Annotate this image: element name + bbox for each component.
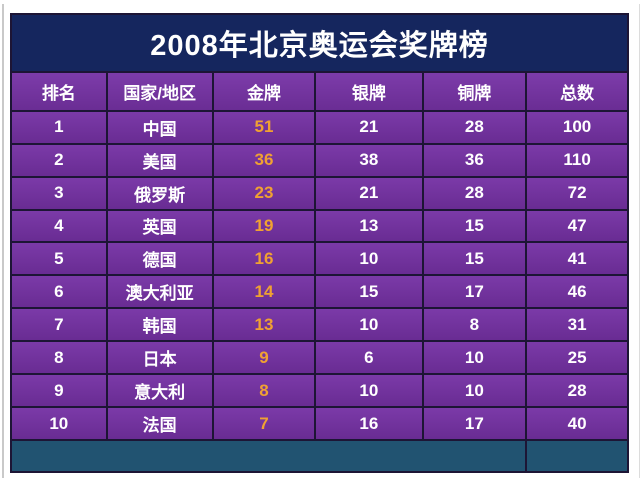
- cell-silver: 16: [314, 406, 424, 442]
- cell-bronze: 15: [421, 241, 528, 277]
- cell-silver: 38: [314, 142, 424, 178]
- column-header-silver: 银牌: [314, 71, 424, 112]
- cell-total: 72: [525, 175, 629, 211]
- cell-rank: 6: [10, 274, 108, 310]
- cell-bronze: 17: [421, 274, 528, 310]
- cell-silver: 13: [314, 208, 424, 244]
- cell-bronze: 36: [421, 142, 528, 178]
- cell-gold: 14: [211, 274, 317, 310]
- cell-total: 41: [525, 241, 629, 277]
- table-row: 3 俄罗斯 23 21 28 72: [10, 175, 629, 211]
- column-header-country: 国家/地区: [105, 71, 214, 112]
- cell-gold: 36: [211, 142, 317, 178]
- medal-rows: 1 中国 51 21 28 100 2 美国 36 38 36 110 3 俄罗…: [10, 109, 629, 442]
- cell-silver: 21: [314, 109, 424, 145]
- footer-cell-last: [525, 439, 629, 473]
- title-row: 2008年北京奥运会奖牌榜: [10, 12, 629, 74]
- cell-country: 澳大利亚: [105, 274, 214, 310]
- cell-bronze: 10: [421, 373, 528, 409]
- cell-country: 意大利: [105, 373, 214, 409]
- cell-total: 110: [525, 142, 629, 178]
- cell-rank: 1: [10, 109, 108, 145]
- cell-total: 31: [525, 307, 629, 343]
- cell-gold: 16: [211, 241, 317, 277]
- cell-rank: 2: [10, 142, 108, 178]
- cell-gold: 8: [211, 373, 317, 409]
- cell-country: 韩国: [105, 307, 214, 343]
- cell-country: 中国: [105, 109, 214, 145]
- cell-rank: 9: [10, 373, 108, 409]
- header-row: 排名 国家/地区 金牌 银牌 铜牌 总数: [10, 71, 629, 112]
- cell-country: 德国: [105, 241, 214, 277]
- cell-total: 46: [525, 274, 629, 310]
- cell-silver: 15: [314, 274, 424, 310]
- table-row: 4 英国 19 13 15 47: [10, 208, 629, 244]
- cell-total: 28: [525, 373, 629, 409]
- cell-bronze: 17: [421, 406, 528, 442]
- cell-country: 英国: [105, 208, 214, 244]
- cell-silver: 6: [314, 340, 424, 376]
- cell-country: 日本: [105, 340, 214, 376]
- cell-country: 法国: [105, 406, 214, 442]
- table-row: 8 日本 9 6 10 25: [10, 340, 629, 376]
- cell-gold: 13: [211, 307, 317, 343]
- column-header-bronze: 铜牌: [421, 71, 528, 112]
- table-row: 10 法国 7 16 17 40: [10, 406, 629, 442]
- cell-rank: 7: [10, 307, 108, 343]
- cell-gold: 23: [211, 175, 317, 211]
- cell-gold: 7: [211, 406, 317, 442]
- cell-silver: 21: [314, 175, 424, 211]
- cell-gold: 9: [211, 340, 317, 376]
- cell-total: 40: [525, 406, 629, 442]
- cell-total: 47: [525, 208, 629, 244]
- table-row: 5 德国 16 10 15 41: [10, 241, 629, 277]
- table-row: 6 澳大利亚 14 15 17 46: [10, 274, 629, 310]
- footer-cell-main: [9, 439, 528, 473]
- cell-rank: 4: [10, 208, 108, 244]
- cell-bronze: 28: [421, 109, 528, 145]
- medal-table: 2008年北京奥运会奖牌榜 排名 国家/地区 金牌 银牌 铜牌 总数 1 中国 …: [9, 12, 629, 473]
- cell-rank: 8: [10, 340, 108, 376]
- cell-bronze: 28: [421, 175, 528, 211]
- column-header-total: 总数: [525, 71, 629, 112]
- cell-silver: 10: [314, 241, 424, 277]
- cell-silver: 10: [314, 307, 424, 343]
- cell-total: 25: [525, 340, 629, 376]
- cell-country: 美国: [105, 142, 214, 178]
- column-header-rank: 排名: [10, 71, 108, 112]
- cell-total: 100: [525, 109, 629, 145]
- cell-country: 俄罗斯: [105, 175, 214, 211]
- cell-bronze: 15: [421, 208, 528, 244]
- cell-gold: 51: [211, 109, 317, 145]
- table-row: 1 中国 51 21 28 100: [10, 109, 629, 145]
- table-row: 9 意大利 8 10 10 28: [10, 373, 629, 409]
- cell-silver: 10: [314, 373, 424, 409]
- table-title: 2008年北京奥运会奖牌榜: [10, 12, 629, 74]
- cell-gold: 19: [211, 208, 317, 244]
- column-header-gold: 金牌: [211, 71, 317, 112]
- cell-rank: 5: [10, 241, 108, 277]
- cell-rank: 10: [10, 406, 108, 442]
- cell-bronze: 8: [421, 307, 528, 343]
- table-row: 7 韩国 13 10 8 31: [10, 307, 629, 343]
- table-row: 2 美国 36 38 36 110: [10, 142, 629, 178]
- cell-bronze: 10: [421, 340, 528, 376]
- cell-rank: 3: [10, 175, 108, 211]
- footer-row: [9, 439, 629, 473]
